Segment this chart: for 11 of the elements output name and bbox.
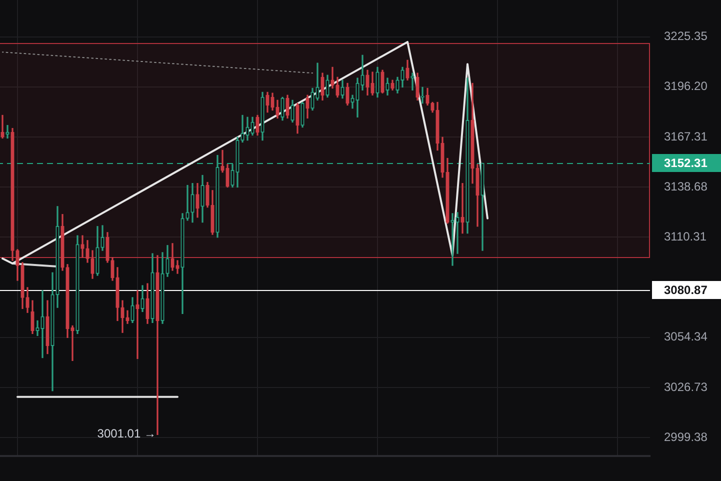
y-tick-label: 2999.38 <box>664 430 708 444</box>
ref-line-label: 3152.31 <box>664 156 708 170</box>
y-tick-label: 3110.31 <box>664 229 707 244</box>
annotation: 3001.01 → <box>97 426 156 440</box>
y-tick-label: 3138.68 <box>664 179 708 194</box>
y-tick-label: 3196.20 <box>664 79 708 94</box>
y-tick-label: 3167.31 <box>664 129 708 144</box>
y-tick-label: 3225.35 <box>664 29 708 44</box>
ref-line-label: 3080.87 <box>664 282 708 297</box>
y-tick-label: 3026.73 <box>664 380 708 394</box>
y-tick-label: 3054.34 <box>664 330 708 344</box>
